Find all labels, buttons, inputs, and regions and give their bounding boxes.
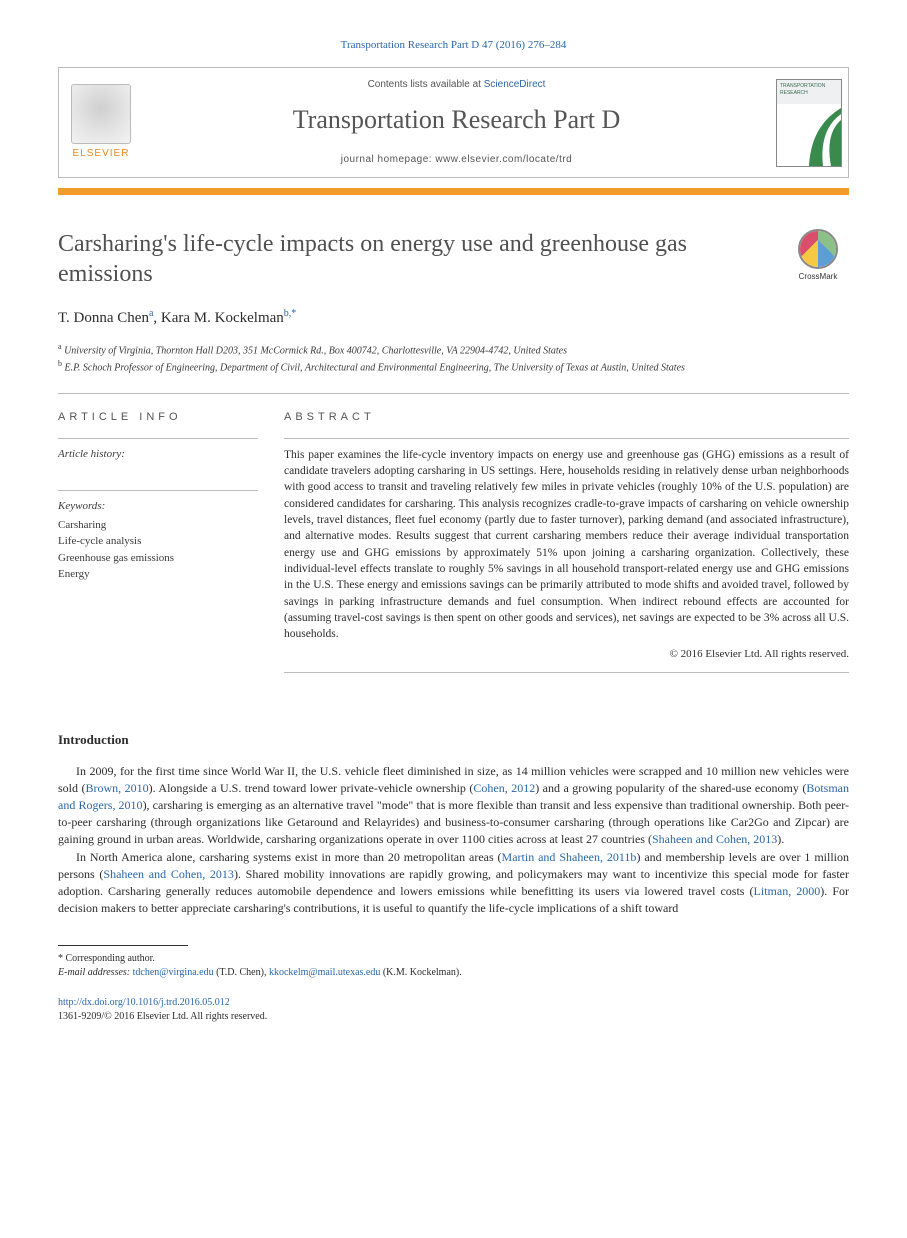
doi-block: http://dx.doi.org/10.1016/j.trd.2016.05.… xyxy=(58,996,849,1024)
crossmark-label: CrossMark xyxy=(787,271,849,282)
keyword-1: Carsharing xyxy=(58,517,258,534)
email-chen[interactable]: tdchen@virgina.edu xyxy=(133,967,214,978)
article-info-heading: ARTICLE INFO xyxy=(58,410,258,425)
article-history-label: Article history: xyxy=(58,447,258,462)
page-container: Transportation Research Part D 47 (2016)… xyxy=(0,0,907,1064)
info-abstract-row: ARTICLE INFO Article history: Keywords: … xyxy=(58,393,849,681)
abstract-copyright: © 2016 Elsevier Ltd. All rights reserved… xyxy=(284,647,849,662)
corresponding-author-note: * Corresponding author. xyxy=(58,952,849,966)
doi-link[interactable]: http://dx.doi.org/10.1016/j.trd.2016.05.… xyxy=(58,997,230,1008)
keyword-2: Life-cycle analysis xyxy=(58,533,258,550)
p2-t0: In North America alone, carsharing syste… xyxy=(76,850,502,864)
email-addresses-note: E-mail addresses: tdchen@virgina.edu (T.… xyxy=(58,966,849,980)
email-label: E-mail addresses: xyxy=(58,967,133,978)
header-center: Contents lists available at ScienceDirec… xyxy=(143,68,770,176)
citation-line: Transportation Research Part D 47 (2016)… xyxy=(58,38,849,53)
intro-para-2: In North America alone, carsharing syste… xyxy=(58,849,849,917)
author-1: T. Donna Chena xyxy=(58,310,153,326)
email-kockelman-who: (K.M. Kockelman) xyxy=(383,967,459,978)
p1-t2: ). Alongside a U.S. trend toward lower p… xyxy=(149,781,474,795)
p1-t8: ). xyxy=(777,832,784,846)
introduction-heading: Introduction xyxy=(58,731,849,749)
keyword-3: Greenhouse gas emissions xyxy=(58,550,258,567)
authors-line: T. Donna Chena, Kara M. Kockelmanb,* xyxy=(58,307,849,329)
author-2: Kara M. Kockelmanb,* xyxy=(161,310,296,326)
crossmark-icon xyxy=(798,229,838,269)
article-info-col: ARTICLE INFO Article history: Keywords: … xyxy=(58,410,258,681)
affiliation-b: b E.P. Schoch Professor of Engineering, … xyxy=(58,358,849,375)
abstract-heading: ABSTRACT xyxy=(284,410,849,425)
title-row: Carsharing's life-cycle impacts on energ… xyxy=(58,229,849,307)
abstract-divider xyxy=(284,438,849,439)
journal-cover-block: TRANSPORTATION RESEARCH xyxy=(770,68,848,176)
keyword-4: Energy xyxy=(58,566,258,583)
affiliation-b-text: E.P. Schoch Professor of Engineering, De… xyxy=(65,362,685,373)
homepage-line: journal homepage: www.elsevier.com/locat… xyxy=(149,153,764,167)
ref-cohen-2012[interactable]: Cohen, 2012 xyxy=(473,781,535,795)
author-2-corr-link[interactable]: * xyxy=(291,308,296,319)
intro-para-1: In 2009, for the first time since World … xyxy=(58,763,849,848)
homepage-url: www.elsevier.com/locate/trd xyxy=(435,154,572,165)
article-title: Carsharing's life-cycle impacts on energ… xyxy=(58,229,767,289)
ref-martin-shaheen-2011b[interactable]: Martin and Shaheen, 2011b xyxy=(502,850,637,864)
ref-shaheen-cohen-2013a[interactable]: Shaheen and Cohen, 2013 xyxy=(652,832,777,846)
email-kockelman[interactable]: kkockelm@mail.utexas.edu xyxy=(269,967,380,978)
contents-line: Contents lists available at ScienceDirec… xyxy=(149,78,764,92)
author-2-name: Kara M. Kockelman xyxy=(161,310,284,326)
ref-brown-2010[interactable]: Brown, 2010 xyxy=(85,781,148,795)
author-1-name: T. Donna Chen xyxy=(58,310,149,326)
issn-copyright-line: 1361-9209/© 2016 Elsevier Ltd. All right… xyxy=(58,1011,267,1022)
cover-top-text: TRANSPORTATION RESEARCH xyxy=(780,83,838,97)
keywords-list: Carsharing Life-cycle analysis Greenhous… xyxy=(58,517,258,583)
affiliations-block: a University of Virginia, Thornton Hall … xyxy=(58,341,849,376)
abstract-col: ABSTRACT This paper examines the life-cy… xyxy=(284,410,849,681)
p1-t4: ) and a growing popularity of the shared… xyxy=(535,781,806,795)
ref-shaheen-cohen-2013b[interactable]: Shaheen and Cohen, 2013 xyxy=(103,867,234,881)
journal-header-box: ELSEVIER Contents lists available at Sci… xyxy=(58,67,849,177)
info-divider-2 xyxy=(58,490,258,491)
elsevier-tree-icon xyxy=(71,84,131,144)
contents-prefix: Contents lists available at xyxy=(368,79,484,90)
affiliation-a: a University of Virginia, Thornton Hall … xyxy=(58,341,849,358)
footnote-separator xyxy=(58,945,188,946)
abstract-bottom-divider xyxy=(284,672,849,673)
email-chen-who: (T.D. Chen) xyxy=(216,967,264,978)
homepage-prefix: journal homepage: xyxy=(341,154,436,165)
author-1-aff-link[interactable]: a xyxy=(149,308,153,319)
keywords-label: Keywords: xyxy=(58,499,258,514)
elsevier-logo-block: ELSEVIER xyxy=(59,68,143,176)
elsevier-label: ELSEVIER xyxy=(73,147,130,161)
info-divider-1 xyxy=(58,438,258,439)
crossmark-badge[interactable]: CrossMark xyxy=(787,229,849,282)
ref-litman-2000[interactable]: Litman, 2000 xyxy=(754,884,821,898)
journal-cover-thumb: TRANSPORTATION RESEARCH xyxy=(776,79,842,167)
sciencedirect-link[interactable]: ScienceDirect xyxy=(484,79,546,90)
abstract-text: This paper examines the life-cycle inven… xyxy=(284,447,849,643)
affiliation-a-text: University of Virginia, Thornton Hall D2… xyxy=(64,345,567,356)
cover-curve-icon xyxy=(791,108,841,166)
orange-divider-bar xyxy=(58,188,849,195)
journal-name: Transportation Research Part D xyxy=(149,102,764,138)
